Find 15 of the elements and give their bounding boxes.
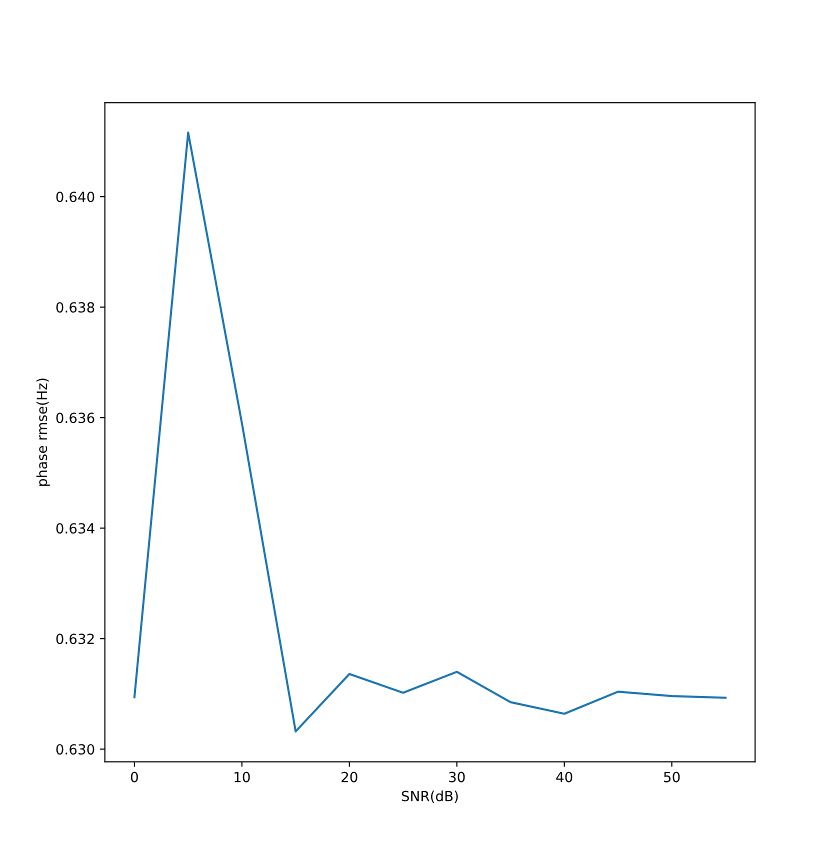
y-tick-label: 0.640 bbox=[56, 192, 94, 202]
y-tick-label: 0.638 bbox=[56, 302, 94, 313]
x-tick-label: 40 bbox=[556, 772, 572, 782]
y-tick-label: 0.636 bbox=[56, 412, 94, 424]
y-tick-label: 0.630 bbox=[56, 744, 94, 755]
y-tick-label: 0.632 bbox=[56, 634, 94, 644]
x-tick-label: 0 bbox=[130, 772, 138, 782]
x-tick-label: 50 bbox=[664, 772, 680, 782]
line-series bbox=[133, 132, 727, 732]
x-axis-title: SNR(dB) bbox=[402, 790, 458, 803]
y-tick-label: 0.634 bbox=[56, 523, 94, 534]
y-axis-title: phase rmse(Hz) bbox=[36, 378, 50, 486]
x-tick-label: 20 bbox=[342, 772, 358, 782]
x-tick-label: 10 bbox=[234, 772, 250, 782]
x-tick-label: 30 bbox=[449, 772, 465, 782]
